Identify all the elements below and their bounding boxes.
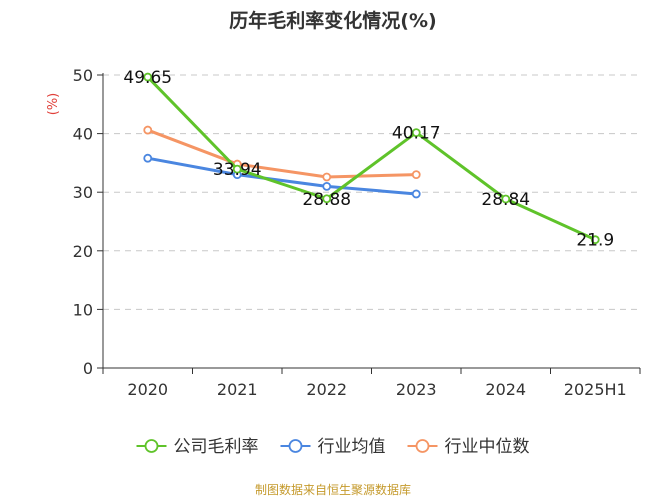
series-line: [146, 156, 418, 196]
data-point: [143, 72, 153, 82]
y-tick-label: 0: [83, 359, 93, 378]
x-tick-label: 2023: [396, 380, 437, 399]
grid-lines: [103, 74, 640, 310]
legend-item[interactable]: 行业中位数: [407, 437, 530, 457]
data-label: 49.65: [123, 68, 172, 88]
legend-marker: [288, 439, 303, 453]
axes: 0 10 20 30 40 50 2020 2021 2022 2023 2024 2025H1: [73, 66, 641, 399]
legend-label: 公司毛利率: [174, 437, 259, 457]
legend-item[interactable]: 行业均值: [280, 437, 386, 457]
x-tick-label: 2020: [127, 380, 168, 399]
data-label: 40.17: [392, 124, 441, 144]
data-point: [411, 170, 421, 180]
series-layer: [143, 72, 600, 245]
data-label: 28.88: [302, 190, 351, 210]
data-point: [322, 194, 332, 204]
legend-label: 行业中位数: [445, 437, 530, 457]
series-line: [146, 128, 418, 179]
y-tick-label: 30: [73, 183, 93, 202]
data-point: [501, 194, 511, 204]
data-label: 28.84: [481, 190, 530, 210]
data-point: [411, 189, 421, 199]
chart-title: 历年毛利率变化情况(%): [229, 9, 436, 32]
y-tick-label: 50: [73, 66, 93, 85]
data-point: [143, 153, 153, 163]
y-tick-label: 20: [73, 242, 93, 261]
data-point: [590, 235, 600, 245]
series-line: [146, 75, 597, 242]
legend-marker: [144, 439, 159, 453]
data-label: 33.94: [213, 160, 262, 180]
x-tick-label: 2024: [485, 380, 526, 399]
legend-marker: [415, 439, 430, 453]
data-label: 21.9: [576, 231, 614, 251]
legend-label: 行业均值: [318, 437, 386, 457]
y-axis-label: (%): [46, 93, 61, 116]
legend: 公司毛利率 行业均值 行业中位数: [136, 437, 530, 457]
data-point: [322, 172, 332, 182]
x-tick-label: 2025H1: [564, 380, 627, 399]
data-labels: 49.65 33.94 28.88 40.17 28.84 21.9: [123, 68, 614, 251]
legend-item[interactable]: 公司毛利率: [136, 437, 259, 457]
y-tick-label: 10: [73, 300, 93, 319]
source-note: 制图数据来自恒生聚源数据库: [255, 482, 411, 497]
data-point: [322, 181, 332, 191]
data-point: [143, 125, 153, 135]
data-point: [232, 164, 242, 174]
x-tick-label: 2022: [306, 380, 347, 399]
y-tick-label: 40: [73, 125, 93, 144]
x-tick-label: 2021: [217, 380, 258, 399]
data-point: [411, 128, 421, 138]
